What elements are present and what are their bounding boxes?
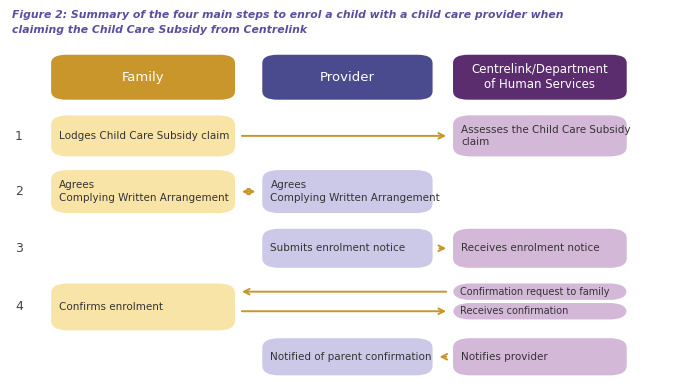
Text: Receives confirmation: Receives confirmation bbox=[460, 306, 568, 316]
FancyBboxPatch shape bbox=[262, 338, 433, 375]
Text: claiming the Child Care Subsidy from Centrelink: claiming the Child Care Subsidy from Cen… bbox=[13, 25, 307, 36]
Text: Centrelink/Department
of Human Services: Centrelink/Department of Human Services bbox=[472, 63, 608, 91]
Text: Family: Family bbox=[122, 71, 164, 84]
Text: Notified of parent confirmation: Notified of parent confirmation bbox=[270, 352, 432, 362]
FancyBboxPatch shape bbox=[51, 283, 235, 330]
Text: Provider: Provider bbox=[320, 71, 375, 84]
Text: Agrees
Complying Written Arrangement: Agrees Complying Written Arrangement bbox=[270, 180, 440, 203]
Text: Submits enrolment notice: Submits enrolment notice bbox=[270, 243, 405, 253]
Text: Agrees
Complying Written Arrangement: Agrees Complying Written Arrangement bbox=[60, 180, 229, 203]
FancyBboxPatch shape bbox=[453, 55, 626, 100]
Text: Confirmation request to family: Confirmation request to family bbox=[460, 287, 609, 297]
Text: 4: 4 bbox=[15, 300, 23, 314]
FancyBboxPatch shape bbox=[262, 170, 433, 213]
Text: 1: 1 bbox=[15, 129, 23, 143]
Text: Lodges Child Care Subsidy claim: Lodges Child Care Subsidy claim bbox=[60, 131, 230, 141]
Text: Figure 2: Summary of the four main steps to enrol a child with a child care prov: Figure 2: Summary of the four main steps… bbox=[13, 10, 564, 20]
FancyBboxPatch shape bbox=[453, 229, 626, 268]
FancyBboxPatch shape bbox=[51, 55, 235, 100]
FancyBboxPatch shape bbox=[453, 303, 626, 319]
Text: Confirms enrolment: Confirms enrolment bbox=[60, 302, 163, 312]
FancyBboxPatch shape bbox=[51, 170, 235, 213]
Text: Assesses the Child Care Subsidy
claim: Assesses the Child Care Subsidy claim bbox=[461, 125, 631, 147]
FancyBboxPatch shape bbox=[262, 229, 433, 268]
FancyBboxPatch shape bbox=[453, 283, 626, 300]
FancyBboxPatch shape bbox=[453, 115, 626, 156]
Text: Notifies provider: Notifies provider bbox=[461, 352, 548, 362]
Text: 2: 2 bbox=[15, 185, 23, 198]
FancyBboxPatch shape bbox=[51, 115, 235, 156]
FancyBboxPatch shape bbox=[453, 338, 626, 375]
FancyBboxPatch shape bbox=[262, 55, 433, 100]
Text: Receives enrolment notice: Receives enrolment notice bbox=[461, 243, 600, 253]
Text: 3: 3 bbox=[15, 242, 23, 255]
